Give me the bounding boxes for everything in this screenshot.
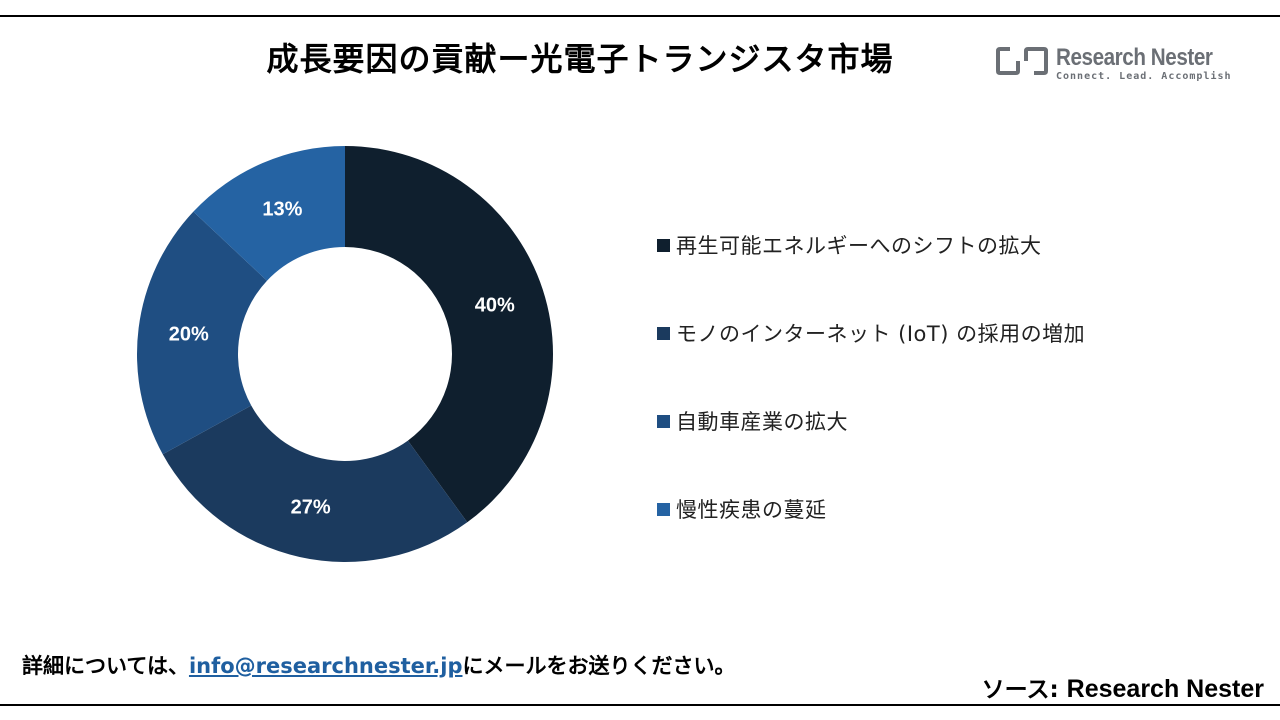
- legend-label-3: 自動車産業の拡大: [676, 410, 848, 434]
- chart-title: 成長要因の貢献ー光電子トランジスタ市場: [266, 40, 894, 78]
- legend-item-1: 再生可能エネルギーへのシフトの拡大: [657, 230, 1042, 260]
- contact-note: 詳細については、info@researchnester.jpにメールをお送りくだ…: [22, 650, 735, 680]
- bottom-rule: [0, 704, 1280, 706]
- legend-item-4: 慢性疾患の蔓延: [657, 494, 827, 524]
- contact-suffix: にメールをお送りください。: [462, 654, 736, 678]
- source-name: Research Nester: [1066, 675, 1264, 703]
- logo-tagline: Connect. Lead. Accomplish: [1056, 71, 1232, 82]
- legend-label-2: モノのインターネット (IoT) の採用の増加: [676, 322, 1086, 346]
- slice-data-label-3: 20%: [169, 323, 209, 345]
- legend-label-1: 再生可能エネルギーへのシフトの拡大: [676, 234, 1042, 258]
- donut-slice-2: [162, 405, 468, 562]
- donut-slice-3: [136, 211, 268, 455]
- logo: Research Nester Connect. Lead. Accomplis…: [996, 44, 1236, 84]
- slice-data-label-1: 40%: [475, 294, 515, 316]
- legend-swatch-2: [657, 326, 670, 340]
- legend-item-3: 自動車産業の拡大: [657, 406, 848, 436]
- donut-slice-4: [193, 146, 345, 281]
- slice-data-label-4: 13%: [262, 198, 302, 220]
- contact-prefix: 詳細については、: [22, 654, 189, 678]
- legend-item-2: モノのインターネット (IoT) の採用の増加: [657, 318, 1085, 348]
- source-label: ソース:: [981, 677, 1067, 703]
- legend-swatch-4: [657, 502, 670, 516]
- legend-swatch-1: [657, 238, 670, 252]
- legend-label-4: 慢性疾患の蔓延: [676, 498, 827, 522]
- slice-data-label-2: 27%: [291, 497, 331, 519]
- logo-name: Research Nester: [1056, 44, 1213, 71]
- donut-slice-1: [345, 146, 553, 523]
- top-rule: [0, 15, 1280, 17]
- source-credit: ソース: Research Nester: [982, 670, 1264, 704]
- contact-email-link[interactable]: info@researchnester.jp: [188, 654, 463, 678]
- research-nester-logo-icon: [996, 47, 1048, 75]
- legend-swatch-3: [657, 414, 670, 428]
